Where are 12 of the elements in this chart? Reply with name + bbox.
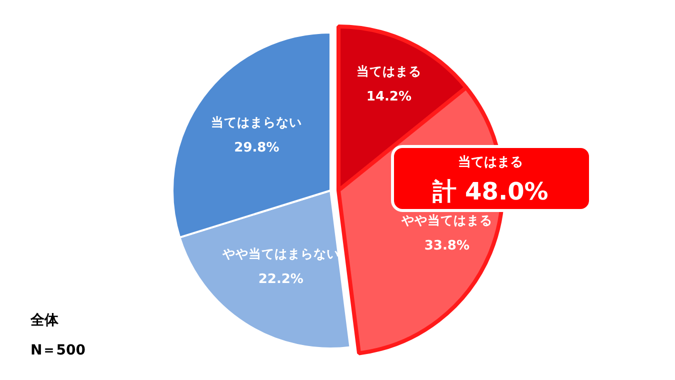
slice-label: 当てはまる (356, 64, 422, 79)
slice-label: やや当てはまらない (221, 246, 340, 262)
text: N＝500 (30, 342, 86, 358)
data-label: 14.2% (366, 90, 412, 105)
text: 当てはまる (458, 155, 523, 170)
data-label: 29.8% (234, 140, 280, 156)
data-label: 33.8% (424, 238, 470, 254)
text: 全体 (30, 312, 60, 328)
slice-label: 当てはまらない (211, 114, 302, 130)
data-label: 22.2% (258, 272, 304, 288)
slice-label: やや当てはまる (400, 212, 492, 228)
text: 計 48.0% (432, 178, 548, 206)
